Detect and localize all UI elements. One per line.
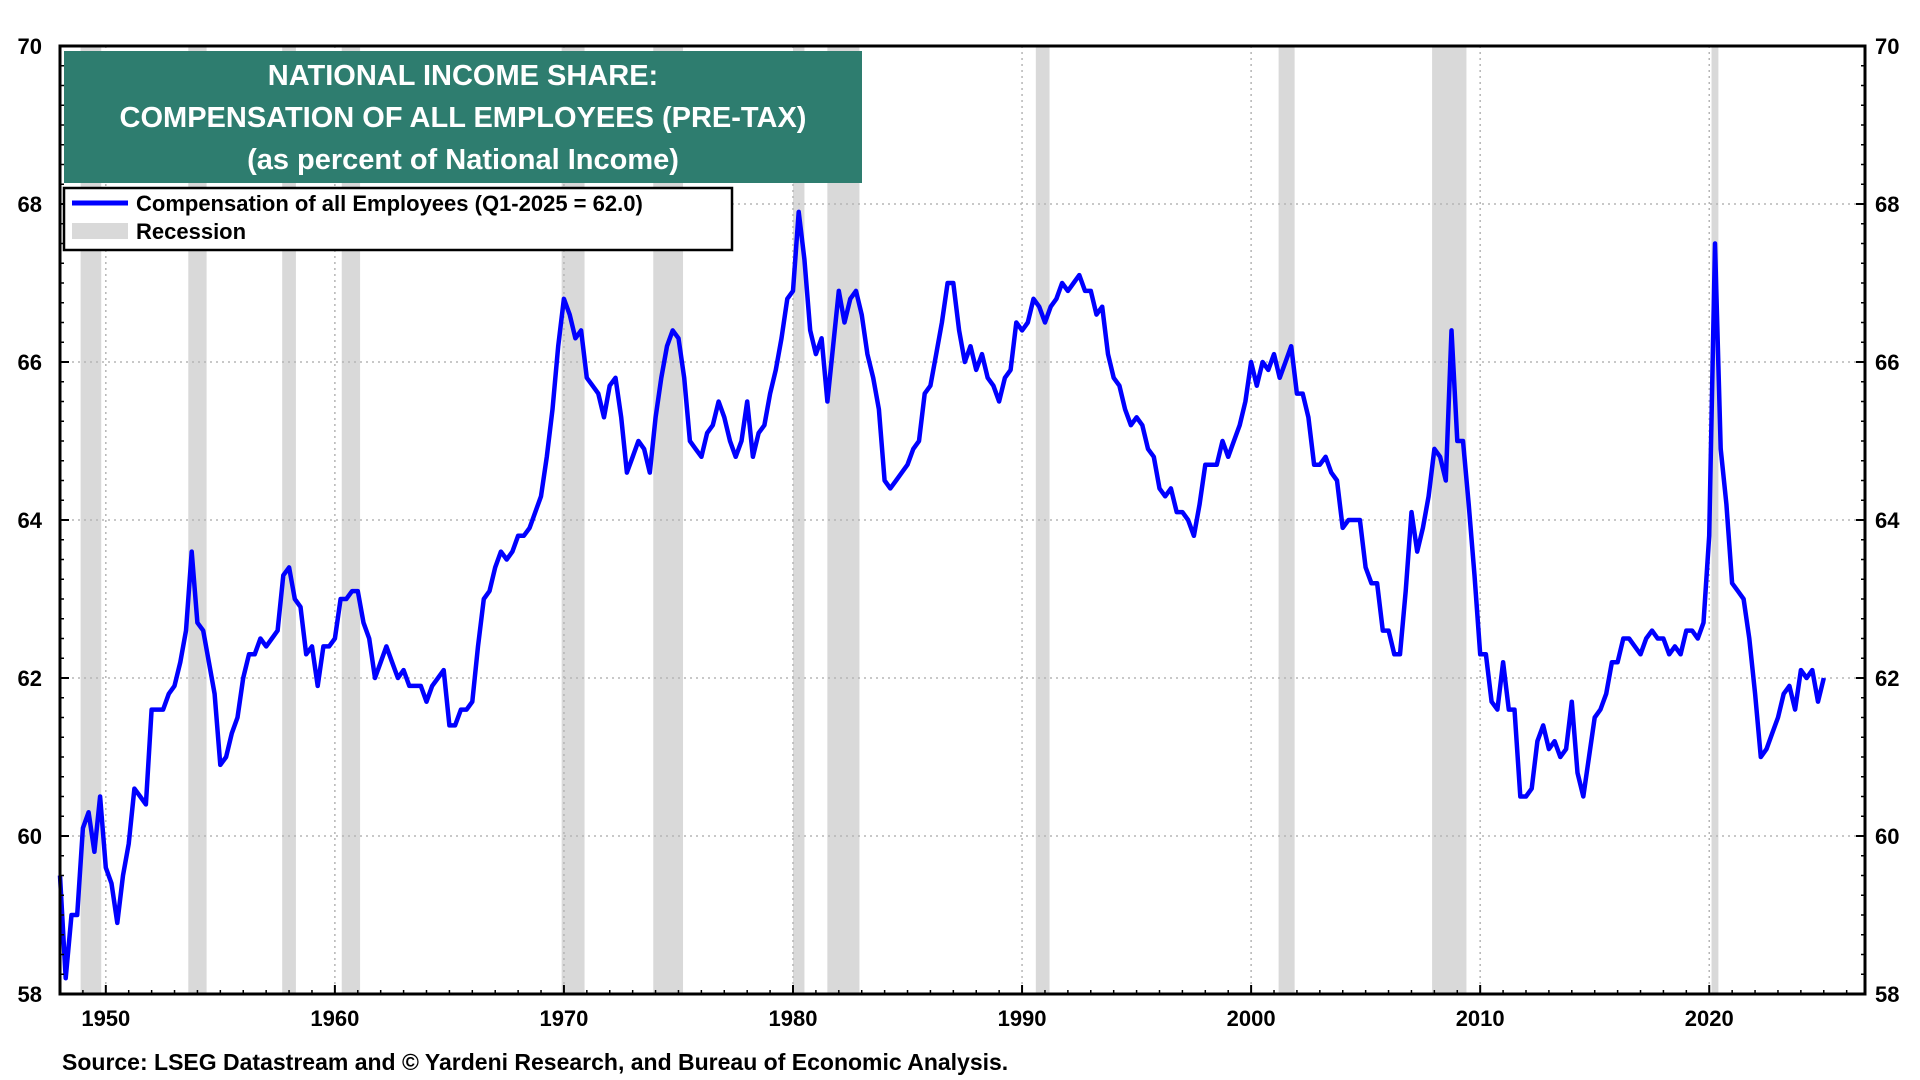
y-tick-label-left-70: 70 xyxy=(18,34,42,59)
recession-band-1 xyxy=(188,46,207,994)
y-tick-label-left-62: 62 xyxy=(18,666,42,691)
x-tick-label-1960: 1960 xyxy=(310,1006,359,1031)
y-tick-label-left-58: 58 xyxy=(18,982,42,1007)
title-background xyxy=(64,51,862,183)
y-tick-label-right-68: 68 xyxy=(1875,192,1899,217)
y-tick-label-left-64: 64 xyxy=(18,508,43,533)
y-tick-label-right-60: 60 xyxy=(1875,824,1899,849)
legend: Compensation of all Employees (Q1-2025 =… xyxy=(62,186,734,252)
y-tick-label-right-64: 64 xyxy=(1875,508,1900,533)
chart-title-line-3: (as percent of National Income) xyxy=(247,144,679,176)
recession-band-4 xyxy=(561,46,585,994)
y-tick-label-right-66: 66 xyxy=(1875,350,1899,375)
chart-title-line-1: NATIONAL INCOME SHARE: xyxy=(268,60,658,92)
recession-band-10 xyxy=(1432,46,1467,994)
series-lines xyxy=(57,209,1826,981)
legend-series-label: Compensation of all Employees (Q1-2025 =… xyxy=(136,191,643,216)
y-tick-label-right-70: 70 xyxy=(1875,34,1899,59)
x-tick-label-1980: 1980 xyxy=(769,1006,818,1031)
x-tick-label-2010: 2010 xyxy=(1456,1006,1505,1031)
y-tick-label-right-58: 58 xyxy=(1875,982,1899,1007)
x-tick-label-2020: 2020 xyxy=(1685,1006,1734,1031)
title-box: NATIONAL INCOME SHARE: COMPENSATION OF A… xyxy=(64,51,862,183)
x-tick-label-1970: 1970 xyxy=(539,1006,588,1031)
y-tick-label-left-60: 60 xyxy=(18,824,42,849)
legend-box xyxy=(62,186,734,252)
y-tick-label-left-68: 68 xyxy=(18,192,42,217)
y-tick-label-right-62: 62 xyxy=(1875,666,1899,691)
recession-band-8 xyxy=(1035,46,1050,994)
recession-band-9 xyxy=(1278,46,1295,994)
recession-band-11 xyxy=(1711,46,1719,994)
x-tick-label-1950: 1950 xyxy=(81,1006,130,1031)
x-tick-label-1990: 1990 xyxy=(998,1006,1047,1031)
source-note: Source: LSEG Datastream and © Yardeni Re… xyxy=(62,1049,1008,1075)
legend-recession-label: Recession xyxy=(136,219,246,244)
recession-band-7 xyxy=(827,46,860,994)
recession-band-3 xyxy=(341,46,361,994)
y-tick-label-left-66: 66 xyxy=(18,350,42,375)
series-line-0 xyxy=(57,209,1826,981)
axis-ticks: 58 58 60 60 62 62 64 64 66 66 68 68 70 70 1950 1960 1970… xyxy=(18,34,1901,1031)
x-tick-label-2000: 2000 xyxy=(1227,1006,1276,1031)
legend-recession-swatch xyxy=(72,223,128,239)
chart-title-line-2: COMPENSATION OF ALL EMPLOYEES (PRE-TAX) xyxy=(120,102,807,134)
